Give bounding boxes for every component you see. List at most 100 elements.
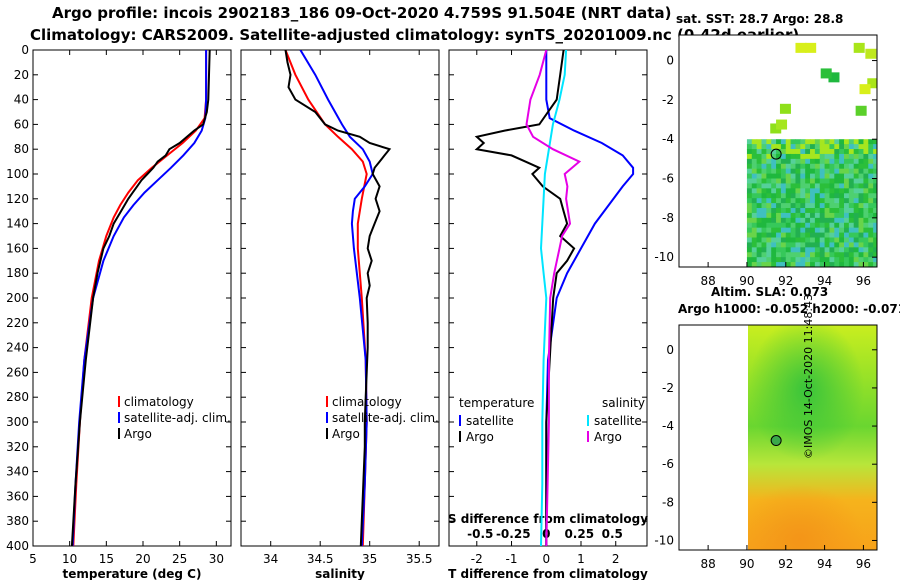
sst-cell <box>858 208 864 214</box>
sst-cell <box>844 168 850 175</box>
sst-cell <box>858 144 864 150</box>
sst-cell <box>785 163 792 170</box>
sst-cell <box>795 212 801 219</box>
sst-cell <box>785 168 792 175</box>
sst-cell <box>746 203 753 209</box>
x-tick-label: 20 <box>135 552 150 566</box>
sst-cell <box>868 178 874 184</box>
sst-cell <box>853 178 860 184</box>
sst-cell <box>800 188 806 194</box>
sst-cell <box>746 227 753 234</box>
sst-cell <box>761 144 767 150</box>
series-line-argo <box>525 50 582 546</box>
sst-cell <box>761 237 767 243</box>
sst-cell <box>858 163 864 170</box>
sst-cell <box>810 203 816 209</box>
sst-cell <box>814 193 821 199</box>
series-group <box>70 50 211 546</box>
sst-cell <box>766 227 772 234</box>
sst-cell <box>776 227 782 234</box>
sst-cell <box>868 237 874 243</box>
sst-cell <box>810 262 816 267</box>
sst-cell <box>839 227 845 234</box>
sst-cell <box>756 183 762 189</box>
depth-tick-label: 280 <box>6 390 29 404</box>
sst-cell <box>863 173 869 180</box>
sst-cell <box>776 217 782 224</box>
sst-cell <box>867 78 877 89</box>
sst-cell <box>776 183 782 189</box>
sst-cell <box>863 163 869 170</box>
sst-cell <box>766 163 772 170</box>
sst-cell <box>858 212 864 219</box>
sst-cell <box>795 237 801 243</box>
sst-cell <box>834 212 840 219</box>
sst-cell <box>790 139 796 145</box>
sst-cell <box>756 163 762 170</box>
sst-cell <box>761 188 767 194</box>
sst-cell <box>829 173 835 180</box>
sst-cell <box>790 158 796 165</box>
sst-cell <box>795 198 801 204</box>
sst-cell <box>761 208 767 214</box>
sst-cell <box>824 203 830 209</box>
sst-cell <box>834 252 840 258</box>
sst-cell <box>756 222 762 229</box>
sst-cell <box>814 149 821 155</box>
sst-cell <box>819 158 826 165</box>
sst-cell <box>800 163 806 170</box>
sst-cell <box>751 183 758 189</box>
sst-cell <box>819 139 826 145</box>
sst-cell <box>746 217 753 224</box>
sst-cell <box>873 232 877 239</box>
map-x-tick-label: 94 <box>817 274 832 288</box>
sst-cell <box>834 188 840 194</box>
sst-cell <box>771 232 777 239</box>
sst-cell <box>863 208 869 214</box>
sst-cell <box>795 242 801 248</box>
depth-tick-label: 200 <box>6 291 29 305</box>
sst-cell <box>819 178 826 184</box>
sst-cell <box>863 198 869 204</box>
sst-cell <box>829 217 835 224</box>
sst-cell <box>834 178 840 184</box>
sst-cell <box>780 232 787 239</box>
sst-cell <box>848 188 855 194</box>
sst-cell <box>834 203 840 209</box>
sst-cell <box>858 198 864 204</box>
sst-cell <box>766 262 772 267</box>
sst-cell <box>751 168 758 175</box>
sst-cell <box>839 252 845 258</box>
sst-cell <box>814 203 821 209</box>
sst-cell <box>746 149 753 155</box>
sst-cell <box>795 252 801 258</box>
sst-cell <box>853 203 860 209</box>
sst-cell <box>819 149 826 155</box>
sst-cell <box>824 217 830 224</box>
sst-cell <box>776 198 782 204</box>
sst-cell <box>824 252 830 258</box>
sst-cell <box>780 188 787 194</box>
sst-cell <box>824 163 830 170</box>
sst-cell <box>771 208 777 214</box>
sst-cell <box>839 262 845 267</box>
sst-cell <box>766 139 772 145</box>
sst-cell <box>873 193 877 199</box>
sst-cell <box>848 168 855 175</box>
sst-cell <box>766 149 772 155</box>
sst-cell <box>824 173 830 180</box>
sst-cell <box>790 257 796 263</box>
sst-cell <box>800 198 806 204</box>
sst-cell <box>810 178 816 184</box>
sst-cell <box>829 212 835 219</box>
x2-tick-label: 0.5 <box>602 527 623 541</box>
sst-cell <box>771 252 777 258</box>
sst-cell <box>858 262 864 267</box>
sst-cell <box>751 242 758 248</box>
sst-cell <box>746 144 753 150</box>
x-tick-label: 25 <box>172 552 187 566</box>
sst-cell <box>853 188 860 194</box>
sst-cell <box>771 144 777 150</box>
sst-cell <box>771 173 777 180</box>
sst-cell <box>829 203 835 209</box>
